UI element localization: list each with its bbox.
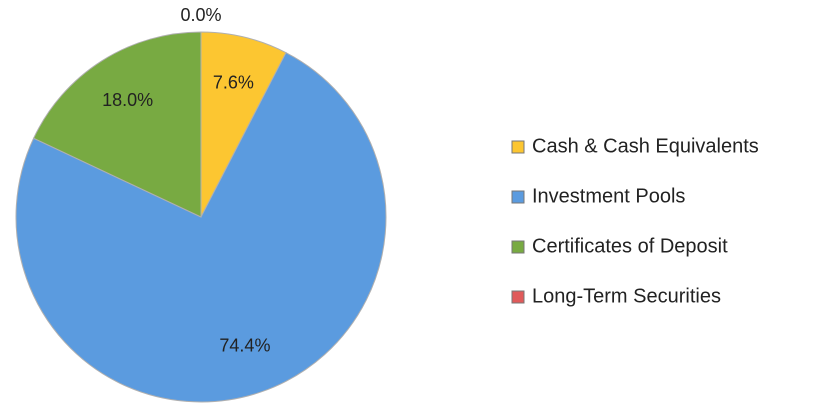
data-label: 18.0% <box>102 90 153 110</box>
data-label: 0.0% <box>180 5 221 25</box>
legend-swatch <box>511 290 525 304</box>
legend-swatch <box>511 140 525 154</box>
legend-label: Investment Pools <box>532 185 685 207</box>
data-label: 74.4% <box>219 335 270 355</box>
legend-swatch <box>511 190 525 204</box>
pie-slice <box>32 31 202 218</box>
legend-label: Cash & Cash Equivalents <box>532 135 759 157</box>
legend-label: Long-Term Securities <box>532 285 721 307</box>
legend-label: Certificates of Deposit <box>532 235 728 257</box>
pie-slice <box>15 52 387 403</box>
legend-swatch <box>511 240 525 254</box>
data-label: 7.6% <box>213 73 254 93</box>
